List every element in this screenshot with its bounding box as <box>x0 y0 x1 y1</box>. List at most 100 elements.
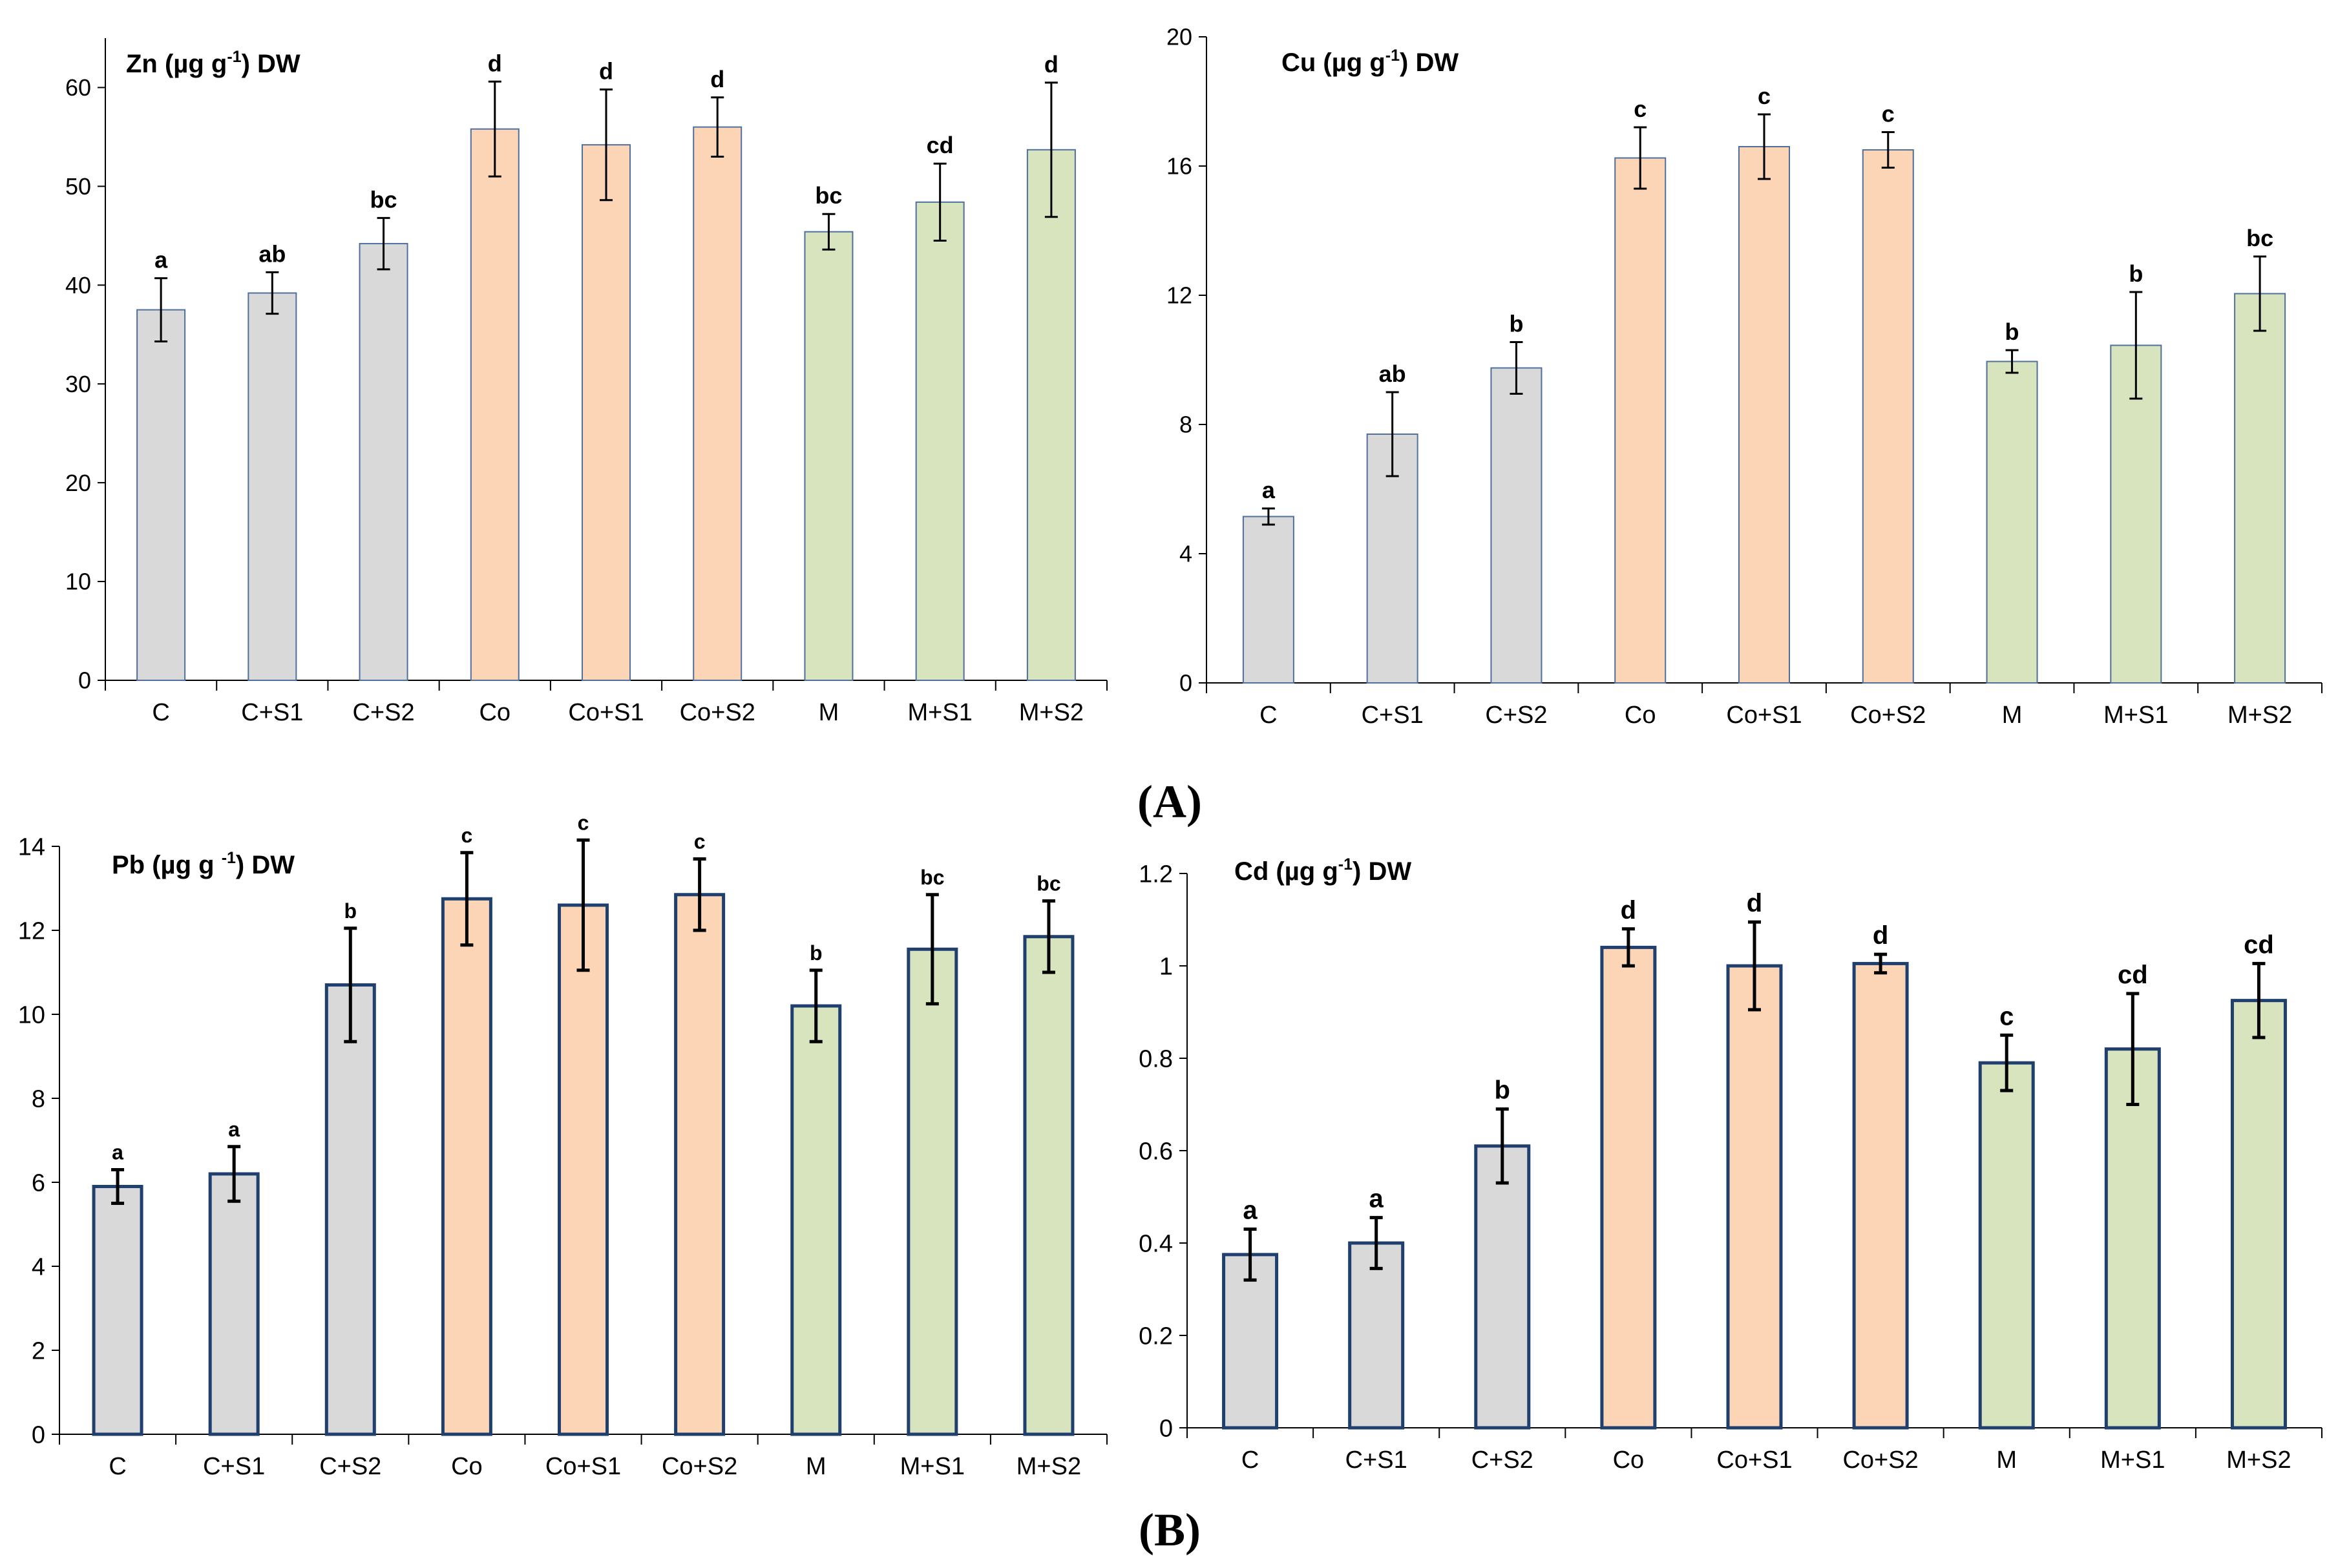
bar <box>1222 1253 1279 1430</box>
y-tick-label: 10 <box>65 569 91 595</box>
significance-letter: bc <box>2246 225 2273 251</box>
y-tick-label: 60 <box>65 74 91 101</box>
error-bar <box>154 277 168 342</box>
error-bar <box>488 80 501 178</box>
significance-letter: b <box>2005 319 2019 345</box>
y-tick-label: 4 <box>1179 541 1192 567</box>
bar <box>359 243 408 681</box>
error-bar <box>227 1145 241 1203</box>
bar <box>1474 1144 1531 1430</box>
significance-letter: c <box>1634 96 1647 122</box>
significance-letter: a <box>1262 477 1276 503</box>
error-bar <box>111 1168 125 1205</box>
chart-title: Cu (µg g-1) DW <box>1281 47 1459 77</box>
y-tick-label: 10 <box>18 1001 45 1029</box>
significance-letter: bc <box>815 182 842 209</box>
category-label: C <box>1241 1447 1259 1474</box>
significance-letter: cd <box>927 132 954 158</box>
significance-letter: b <box>1495 1076 1510 1105</box>
significance-letter: d <box>488 50 502 76</box>
error-bar <box>344 926 357 1043</box>
category-label: M <box>806 1453 827 1480</box>
y-tick-label: 4 <box>32 1253 45 1281</box>
bar <box>1242 516 1294 684</box>
bar <box>1600 945 1657 1430</box>
category-label: C <box>1259 702 1277 729</box>
category-label: Co+S1 <box>1716 1447 1792 1474</box>
y-tick-label: 0 <box>1159 1415 1173 1442</box>
zn-chart: 0 10 20 30 40 50 60 a Cab C+S1 bc C+S2 d Co d Co+S1 d Co+… <box>65 38 1108 726</box>
significance-letter: b <box>1509 311 1523 337</box>
category-label: C+S1 <box>203 1453 265 1480</box>
y-tick-label: 0 <box>78 667 91 694</box>
significance-letter: bc <box>920 866 944 889</box>
bar <box>2110 344 2162 684</box>
y-tick-label: 50 <box>65 173 91 200</box>
significance-letter: bc <box>1037 872 1060 895</box>
error-bar <box>925 893 939 1006</box>
significance-letter: d <box>710 66 724 92</box>
significance-letter: cd <box>2244 930 2274 959</box>
error-bar <box>809 968 823 1043</box>
category-label: C <box>152 699 169 726</box>
category-label: Co+S1 <box>545 1453 621 1480</box>
category-label: Co+S2 <box>1842 1447 1918 1474</box>
error-bar <box>693 857 706 932</box>
error-bar <box>1495 1107 1509 1185</box>
y-tick-label: 12 <box>1166 282 1192 309</box>
category-label: C+S1 <box>1345 1447 1407 1474</box>
category-label: Co <box>1613 1447 1645 1474</box>
category-label: M <box>2002 702 2023 729</box>
significance-letter: a <box>228 1118 240 1141</box>
category-label: M+S2 <box>2226 1447 2291 1474</box>
bar <box>915 201 965 681</box>
bar <box>2104 1047 2161 1430</box>
category-label: C <box>109 1453 126 1480</box>
significance-letter: d <box>1747 889 1762 917</box>
error-bar <box>600 89 613 202</box>
error-bar <box>2005 349 2019 374</box>
error-bar <box>2129 291 2143 400</box>
y-tick-label: 1.2 <box>1139 861 1173 888</box>
category-label: Co+S1 <box>568 699 644 726</box>
chart-title: Zn (µg g-1) DW <box>126 48 300 78</box>
error-bar <box>1385 391 1399 477</box>
error-bar <box>1748 920 1761 1012</box>
y-tick-label: 8 <box>32 1085 45 1113</box>
bar <box>1614 157 1667 684</box>
significance-letter: a <box>154 247 168 273</box>
error-bar <box>1758 113 1771 180</box>
significance-letter: b <box>810 941 823 965</box>
chart-title: Pb (µg g -1) DW <box>112 849 295 879</box>
significance-letter: c <box>461 824 472 847</box>
bar <box>1348 1241 1405 1430</box>
significance-letter: d <box>1873 921 1888 950</box>
bar <box>1852 961 1909 1430</box>
significance-letter: b <box>344 899 357 923</box>
error-bar <box>1634 126 1647 190</box>
error-bar <box>2126 992 2140 1106</box>
y-tick-label: 20 <box>65 470 91 496</box>
y-tick-label: 16 <box>1166 153 1192 180</box>
category-label: M+S1 <box>900 1453 965 1480</box>
error-bar <box>460 851 474 947</box>
pb-chart: 0 2 4 6 8 10 12 14 a Ca C+S1 b C+S2 c Co c Co+S1 c Co+S2 b M… <box>18 811 1108 1480</box>
error-bar <box>711 96 724 158</box>
significance-letter: ab <box>258 240 286 267</box>
category-label: Co+S2 <box>1850 702 1926 729</box>
significance-letter: ab <box>1379 361 1406 387</box>
category-label: Co+S2 <box>662 1453 737 1480</box>
category-label: Co+S1 <box>1726 702 1802 729</box>
bar <box>558 903 609 1436</box>
category-label: M <box>819 699 839 726</box>
category-label: M+S2 <box>1019 699 1084 726</box>
panel-label-b: (B) <box>1139 1504 1201 1556</box>
y-tick-label: 40 <box>65 272 91 298</box>
significance-letter: bc <box>370 186 397 213</box>
y-tick-label: 20 <box>1166 24 1192 50</box>
bar <box>1862 149 1914 684</box>
error-bar <box>266 271 279 315</box>
cd-chart: 0 0.2 0.4 0.6 0.8 1 1.2 a Ca C+S1 b C+S2 d Co d Co+S1 d C… <box>1139 855 2322 1474</box>
significance-letter: a <box>1243 1197 1258 1225</box>
bar <box>247 292 297 681</box>
